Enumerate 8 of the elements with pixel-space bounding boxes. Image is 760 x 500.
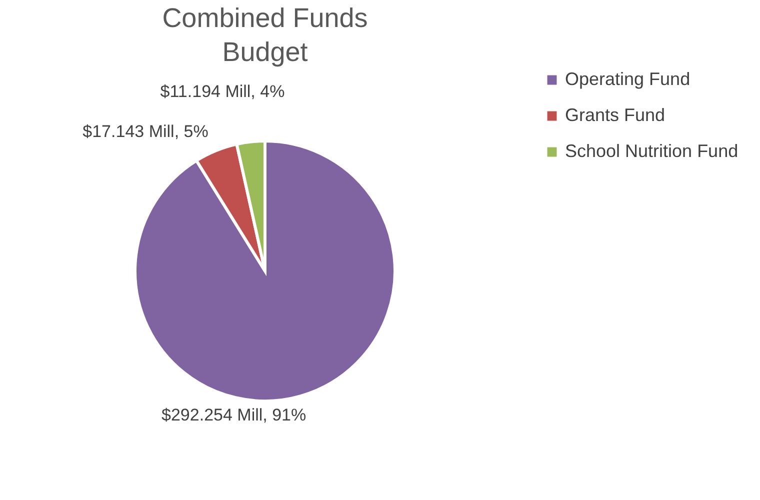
chart-title: Combined Funds Budget — [162, 3, 368, 67]
legend-label: Grants Fund — [565, 105, 666, 125]
legend-label: School Nutrition Fund — [565, 141, 738, 161]
data-label: $17.143 Mill, 5% — [82, 122, 208, 142]
pie-slice — [134, 140, 396, 402]
data-label: $11.194 Mill, 4% — [160, 82, 285, 102]
legend-label: Operating Fund — [565, 69, 690, 89]
data-label: $292.254 Mill, 91% — [162, 405, 306, 424]
